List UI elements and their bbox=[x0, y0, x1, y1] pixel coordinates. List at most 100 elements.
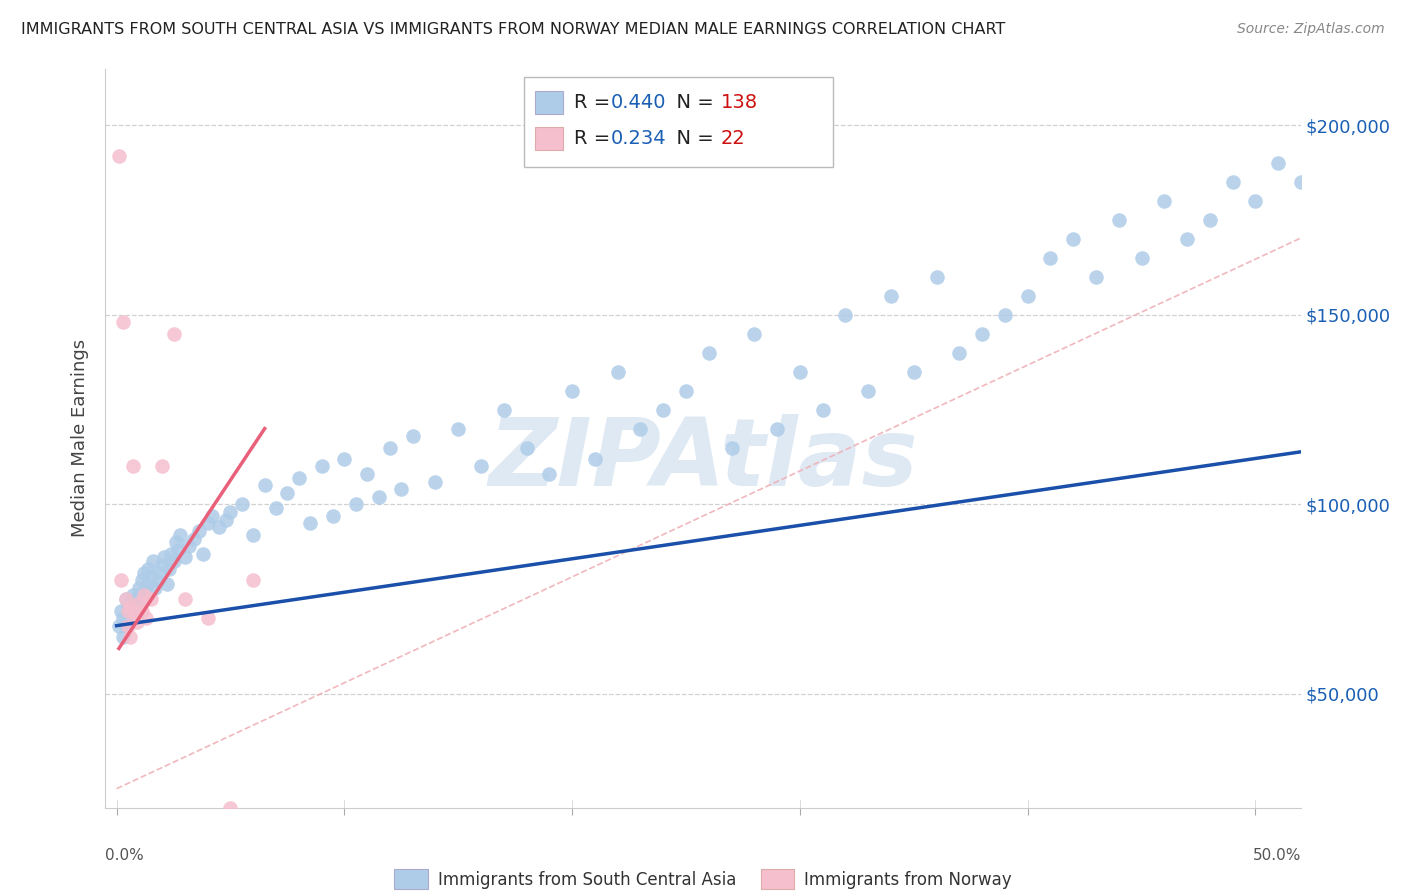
Point bbox=[1358, 137, 1381, 152]
Point bbox=[121, 459, 143, 474]
Point bbox=[834, 308, 856, 322]
Point bbox=[124, 599, 146, 614]
Text: N =: N = bbox=[665, 128, 720, 147]
Point bbox=[215, 512, 238, 526]
Text: R =: R = bbox=[575, 93, 617, 112]
Point bbox=[128, 588, 150, 602]
Point bbox=[108, 149, 131, 163]
Point bbox=[356, 467, 378, 481]
Point bbox=[131, 573, 153, 587]
Point bbox=[165, 535, 187, 549]
Point bbox=[167, 542, 190, 557]
Point bbox=[131, 592, 153, 607]
Point bbox=[114, 592, 136, 607]
Point bbox=[1381, 119, 1403, 133]
Point bbox=[402, 429, 425, 443]
Point bbox=[121, 588, 143, 602]
Point bbox=[583, 451, 606, 466]
Point bbox=[108, 618, 131, 632]
Point bbox=[288, 471, 311, 485]
Point bbox=[925, 270, 948, 285]
Point bbox=[112, 316, 135, 330]
Point bbox=[1153, 194, 1175, 209]
Point bbox=[492, 402, 515, 417]
Point bbox=[160, 547, 183, 561]
Point bbox=[174, 592, 197, 607]
Point bbox=[117, 607, 139, 622]
Point bbox=[1244, 194, 1267, 209]
Point bbox=[1403, 573, 1406, 587]
Point bbox=[561, 384, 583, 398]
Point bbox=[162, 554, 184, 568]
Point bbox=[1199, 213, 1222, 227]
Point bbox=[121, 611, 143, 625]
Point bbox=[1336, 156, 1358, 170]
Point bbox=[447, 421, 470, 435]
Point bbox=[127, 615, 149, 629]
Point bbox=[789, 365, 811, 379]
Point bbox=[333, 451, 356, 466]
Point bbox=[378, 441, 401, 455]
Point bbox=[128, 581, 150, 595]
Point bbox=[858, 384, 880, 398]
Point bbox=[146, 573, 169, 587]
Point bbox=[311, 459, 333, 474]
Point bbox=[183, 532, 205, 546]
Point bbox=[744, 326, 766, 341]
Point bbox=[153, 550, 176, 565]
Point bbox=[1313, 137, 1336, 152]
Point bbox=[117, 615, 139, 629]
Text: IMMIGRANTS FROM SOUTH CENTRAL ASIA VS IMMIGRANTS FROM NORWAY MEDIAN MALE EARNING: IMMIGRANTS FROM SOUTH CENTRAL ASIA VS IM… bbox=[21, 22, 1005, 37]
Point bbox=[143, 581, 166, 595]
Point bbox=[276, 486, 298, 500]
Point bbox=[112, 630, 135, 644]
Point bbox=[120, 596, 142, 610]
Point bbox=[219, 505, 242, 519]
Point bbox=[242, 573, 264, 587]
Point bbox=[299, 516, 322, 531]
Point bbox=[135, 611, 157, 625]
Point bbox=[219, 800, 242, 814]
Point bbox=[201, 508, 224, 523]
Point bbox=[1289, 175, 1312, 189]
Point bbox=[630, 421, 652, 435]
Point bbox=[157, 562, 180, 576]
Point bbox=[972, 326, 994, 341]
Point bbox=[124, 592, 146, 607]
Point bbox=[948, 346, 970, 360]
Point bbox=[120, 599, 142, 614]
Point bbox=[197, 516, 219, 531]
Point bbox=[187, 524, 209, 538]
Point bbox=[138, 562, 160, 576]
Point bbox=[139, 569, 162, 583]
Point bbox=[142, 554, 165, 568]
Text: 0.234: 0.234 bbox=[612, 128, 666, 147]
Point bbox=[132, 566, 155, 580]
Point bbox=[150, 558, 173, 572]
Point bbox=[127, 596, 149, 610]
Point bbox=[114, 592, 136, 607]
Point bbox=[150, 459, 173, 474]
Point bbox=[138, 577, 160, 591]
Text: ZIPAtlas: ZIPAtlas bbox=[488, 414, 918, 507]
Text: 138: 138 bbox=[721, 93, 758, 112]
Text: 50.0%: 50.0% bbox=[1253, 847, 1301, 863]
Point bbox=[120, 630, 142, 644]
Point bbox=[994, 308, 1017, 322]
Point bbox=[231, 497, 253, 511]
Point bbox=[120, 603, 142, 617]
Point bbox=[538, 467, 561, 481]
Point bbox=[470, 459, 492, 474]
Point bbox=[1085, 270, 1108, 285]
Text: N =: N = bbox=[665, 93, 720, 112]
Point bbox=[253, 478, 276, 492]
Point bbox=[367, 490, 389, 504]
Point bbox=[124, 607, 146, 622]
Point bbox=[156, 577, 179, 591]
Point bbox=[880, 289, 903, 303]
Point bbox=[1017, 289, 1039, 303]
Point bbox=[811, 402, 834, 417]
Point bbox=[179, 539, 201, 553]
Point bbox=[1108, 213, 1130, 227]
Point bbox=[1062, 232, 1084, 246]
